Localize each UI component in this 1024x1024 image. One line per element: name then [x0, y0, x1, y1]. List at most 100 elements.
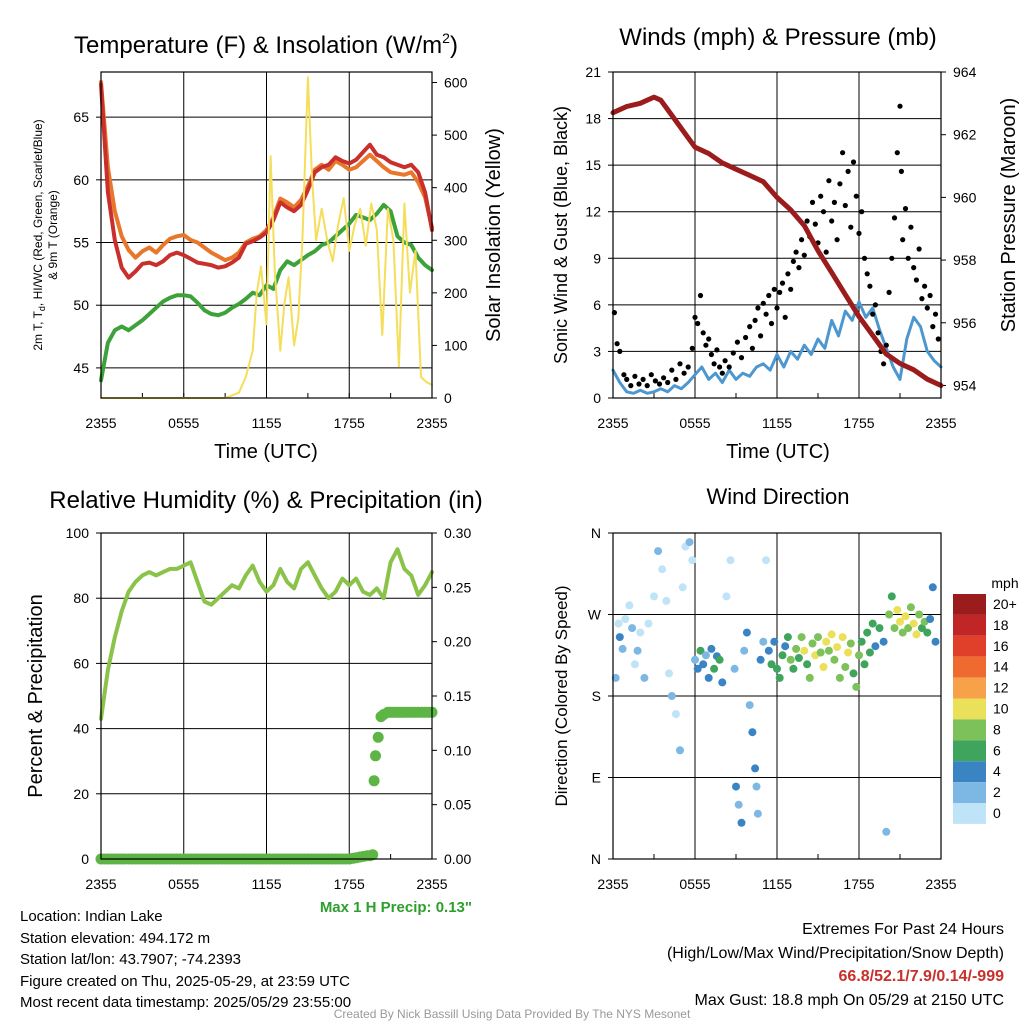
wind-direction-point [710, 664, 719, 673]
wind-direction-point [748, 728, 757, 737]
wind-direction-point [852, 682, 861, 691]
wind-ytick-right-label: 962 [953, 127, 977, 143]
wind-direction-point [756, 655, 765, 664]
gust-point [624, 376, 630, 382]
gust-point [845, 168, 851, 174]
rh-ytick-label: 60 [73, 655, 89, 671]
gust-point [902, 206, 909, 212]
gust-point [796, 265, 802, 271]
wind-ytick-right-label: 954 [953, 377, 977, 393]
gust-point [777, 289, 783, 295]
temp-ylabel-rest: , HI/WC (Red, Green, Scarlet/Blue) [31, 119, 45, 306]
gust-point [853, 193, 859, 199]
wdir-ytick-label: E [592, 770, 601, 786]
legend-label: 16 [993, 638, 1009, 654]
legend-swatch [953, 719, 986, 741]
wind-ylabel: Sonic Wind & Gust (Blue, Black) [551, 106, 571, 364]
gust-point [872, 302, 879, 308]
legend-title: mph [991, 575, 1018, 591]
wind-direction-point [822, 637, 831, 646]
legend-swatch [953, 803, 986, 824]
gust-point [875, 330, 881, 336]
wdir-ytick-label: N [591, 851, 601, 867]
gust-point [861, 255, 868, 261]
gust-point [932, 311, 939, 317]
legend-swatch [953, 635, 986, 657]
gust-point [758, 333, 764, 339]
wind-direction-point [770, 637, 779, 646]
gust-point [840, 150, 846, 156]
gust-point [714, 347, 720, 353]
gust-point [790, 258, 797, 264]
temp-ylabel-sub: d [37, 306, 47, 311]
gust-point [864, 271, 870, 277]
wind-direction-point [794, 654, 803, 662]
temp-ytick-right-label: 200 [444, 285, 468, 301]
wind-direction-point [904, 624, 913, 633]
wind-direction-point [693, 664, 702, 673]
rh-ytick-label: 80 [73, 590, 89, 606]
wind-direction-point [890, 624, 899, 633]
wind-direction-point [685, 538, 694, 547]
wind-direction-point [792, 644, 801, 653]
gust-point [782, 314, 788, 320]
wind-direction-point [887, 592, 896, 601]
gust-point [768, 320, 775, 327]
temp-title-sup: 2 [442, 30, 450, 46]
wind-direction-point [863, 628, 872, 637]
wind-ytick-label: 12 [585, 204, 601, 220]
gust-point [799, 237, 805, 243]
station-info: Location: Indian Lake Station elevation:… [20, 906, 351, 1014]
wind-direction-point [803, 660, 812, 669]
wind-direction-point [640, 673, 649, 682]
wind-direction-point [665, 669, 673, 678]
wind-direction-point [923, 628, 932, 637]
gust-point [842, 202, 848, 209]
wind-direction-point [633, 646, 642, 655]
gust-point [722, 358, 728, 364]
gust-point [703, 342, 709, 348]
pressure-line [610, 94, 944, 388]
wind-direction-point [800, 646, 809, 655]
wind-direction-point [737, 818, 746, 827]
wind-direction-point [654, 547, 663, 556]
gust-point [779, 280, 786, 286]
wind-direction-point [814, 633, 822, 642]
wind-direction-point [730, 664, 739, 673]
gust-point [755, 305, 761, 311]
wind-direction-point [931, 637, 940, 646]
wind-direction-point [688, 556, 697, 565]
gust-point [820, 209, 827, 215]
temp-xlabel: Time (UTC) [214, 441, 318, 463]
temp-title-text: Temperature (F) & Insolation (W/m [74, 32, 442, 59]
gust-point [636, 381, 642, 387]
wind-direction-point [667, 692, 676, 700]
legend-label: 4 [993, 763, 1001, 779]
wind-direction-point [783, 633, 792, 642]
rh-ytick-right-label: 0.10 [444, 742, 471, 758]
wind-direction-point [650, 592, 658, 601]
wind-direction-point [875, 624, 884, 633]
rh-ytick-right-label: 0.05 [444, 797, 471, 813]
gust-point [809, 199, 816, 205]
station-elevation: Station elevation: 494.172 m [20, 929, 211, 947]
wind-direction-point [912, 630, 921, 639]
wind-direction-point [773, 664, 781, 673]
wind-direction-point [833, 643, 842, 652]
temp-chart-title: Temperature (F) & Insolation (W/m2) [74, 30, 458, 59]
rh-xtick-label: 1755 [334, 876, 365, 892]
wind-direction-point [699, 660, 708, 669]
legend-swatch [953, 677, 986, 699]
gust-point [661, 375, 667, 381]
wind-direction-point [625, 601, 634, 610]
wind-direction-point [644, 619, 653, 628]
rh-frame [100, 532, 433, 860]
precip-point [368, 775, 380, 787]
wdir-xtick-label: 2355 [597, 876, 628, 892]
gust-point [804, 218, 810, 224]
wind-direction-point [805, 673, 814, 682]
wind-ytick-label: 6 [593, 297, 601, 313]
rh-xtick-label: 2355 [85, 876, 116, 892]
wind-direction-point [696, 646, 705, 655]
